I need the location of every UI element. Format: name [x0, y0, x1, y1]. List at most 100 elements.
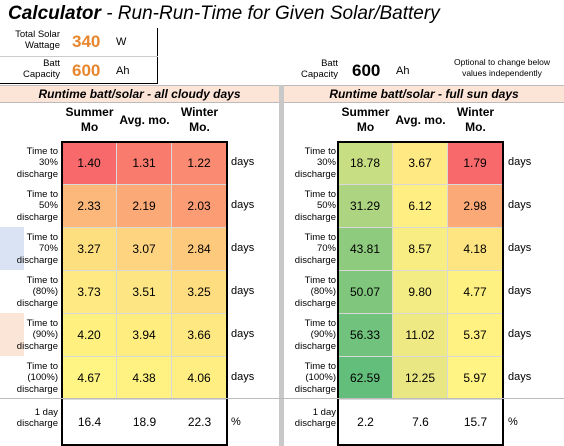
cloudy-row-label-line-3: discharge	[16, 211, 58, 223]
solar-wattage-input[interactable]: 340	[72, 32, 101, 51]
cloudy-col-summer-1: Summer	[65, 105, 114, 119]
cloudy-row-label-line-1: Time to	[26, 146, 58, 157]
cloudy-unit-label: days	[231, 371, 255, 383]
cloudy-row-label: Time to 50% discharge	[0, 189, 58, 223]
solar-label-1: Total Solar	[15, 29, 60, 40]
sun-row-label-line-3: discharge	[294, 340, 336, 352]
cloudy-cell: 1.40	[62, 142, 117, 185]
sun-col-winter-2: Mo.	[465, 120, 486, 134]
cloudy-row-label: Time to (100%) discharge	[0, 361, 58, 395]
batt2-label: Batt Capacity	[290, 58, 338, 80]
sun-col-summer-1: Summer	[341, 105, 390, 119]
sun-day-label-2: discharge	[294, 418, 336, 430]
cloudy-row-label: Time to 30% discharge	[0, 146, 58, 180]
cloudy-row-label: Time to (90%) discharge	[0, 318, 58, 352]
sun-row-label-line-2: (80%)	[310, 286, 336, 298]
sun-row-label-line-3: discharge	[294, 168, 336, 180]
title-rest: - Run-Run-Time for Given Solar/Battery	[100, 3, 440, 24]
sun-row-label-line-1: Time to	[304, 361, 336, 372]
sun-cell: 12.25	[393, 357, 448, 400]
optional-note: Optional to change below values independ…	[440, 57, 564, 78]
cloudy-row-label-line-1: Time to	[26, 361, 58, 372]
cloudy-cell: 3.51	[117, 271, 172, 314]
sun-cell: 56.33	[338, 314, 393, 357]
sun-day-avg: 7.6	[412, 415, 429, 429]
cloudy-cell: 2.84	[172, 228, 227, 271]
sun-row-label: Time to 70% discharge	[284, 232, 336, 266]
cloudy-row-label-line-2: 70%	[38, 243, 58, 255]
cloudy-day-label-2: discharge	[16, 418, 58, 430]
sun-row-label: Time to (100%) discharge	[284, 361, 336, 395]
sun-outline	[337, 141, 504, 446]
sun-unit-label: days	[508, 156, 532, 168]
cloudy-header: Runtime batt/solar - all cloudy days	[0, 85, 279, 103]
cloudy-unit-label: days	[231, 156, 255, 168]
batt2-label-2: Capacity	[301, 69, 338, 80]
cloudy-row-label-line-2: (80%)	[32, 286, 58, 298]
cloudy-col-summer: Summer Mo	[62, 105, 117, 135]
cloudy-col-avg: Avg. mo.	[119, 113, 170, 127]
sun-row-label-line-2: (100%)	[305, 372, 336, 384]
sun-row-label-line-2: 50%	[316, 200, 336, 212]
sun-cell: 5.37	[448, 314, 503, 357]
cloudy-col-winter: Winter Mo.	[172, 105, 227, 135]
sun-col-summer-2: Mo	[356, 120, 375, 134]
cloudy-cell: 3.07	[117, 228, 172, 271]
sun-cell: 8.57	[393, 228, 448, 271]
sun-day-label-1: 1 day	[312, 407, 336, 418]
cloudy-day-summer: 16.4	[77, 415, 102, 429]
sun-cell: 3.67	[393, 142, 448, 185]
cloudy-day-avg: 18.9	[132, 415, 157, 429]
sun-unit-label: days	[508, 285, 532, 297]
cloudy-row-label-line-3: discharge	[16, 340, 58, 352]
sun-row-label-line-2: 30%	[316, 157, 336, 169]
cloudy-day-winter: 22.3	[187, 415, 212, 429]
day-row-divider	[0, 398, 564, 399]
note-line-2: values independently	[462, 67, 542, 78]
row-highlight-90	[0, 313, 24, 356]
cloudy-cell: 3.66	[172, 314, 227, 357]
cloudy-cell: 2.33	[62, 185, 117, 228]
solar-label: Total Solar Wattage	[0, 29, 60, 51]
cloudy-cell: 2.03	[172, 185, 227, 228]
cloudy-row-label-line-2: 50%	[38, 200, 58, 212]
page-title: Calculator - Run-Run-Time for Given Sola…	[8, 3, 440, 25]
sun-row-label: Time to 50% discharge	[284, 189, 336, 223]
sun-cell: 62.59	[338, 357, 393, 400]
cloudy-col-summer-2: Mo	[80, 120, 99, 134]
batt-capacity-input[interactable]: 600	[72, 61, 101, 80]
sun-col-avg: Avg. mo.	[395, 113, 446, 127]
cloudy-cell: 4.38	[117, 357, 172, 400]
cloudy-row-label: Time to (80%) discharge	[0, 275, 58, 309]
cloudy-row-label-line-1: Time to	[26, 189, 58, 200]
cloudy-cell: 4.67	[62, 357, 117, 400]
cloudy-cell: 4.06	[172, 357, 227, 400]
sun-row-label-line-3: discharge	[294, 383, 336, 395]
sun-row-label: Time to (80%) discharge	[284, 275, 336, 309]
sun-cell: 50.07	[338, 271, 393, 314]
sun-cell: 43.81	[338, 228, 393, 271]
title-bold: Calculator	[8, 3, 101, 24]
cloudy-day-unit: %	[231, 416, 241, 428]
cloudy-row-label-line-3: discharge	[16, 297, 58, 309]
sun-row-label-line-1: Time to	[304, 232, 336, 243]
sun-row-label-line-1: Time to	[304, 146, 336, 157]
sun-row-label-line-2: 70%	[316, 243, 336, 255]
sun-cell: 11.02	[393, 314, 448, 357]
solar-label-2: Wattage	[24, 40, 60, 51]
cloudy-cell: 3.94	[117, 314, 172, 357]
sun-cell: 31.29	[338, 185, 393, 228]
sun-day-winter: 15.7	[463, 415, 488, 429]
column-separator	[279, 85, 284, 446]
cloudy-row-label-line-1: Time to	[26, 232, 58, 243]
batt2-capacity-input[interactable]: 600	[352, 61, 381, 80]
sun-row-label-line-2: (90%)	[310, 329, 336, 341]
batt-label: Batt Capacity	[0, 58, 60, 80]
batt2-unit: Ah	[396, 65, 410, 77]
solar-unit: W	[116, 36, 127, 48]
sun-cell: 4.18	[448, 228, 503, 271]
sun-unit-label: days	[508, 328, 532, 340]
divider	[0, 56, 158, 57]
cloudy-row-label-line-1: Time to	[26, 318, 58, 329]
cloudy-row-label-line-3: discharge	[16, 254, 58, 266]
